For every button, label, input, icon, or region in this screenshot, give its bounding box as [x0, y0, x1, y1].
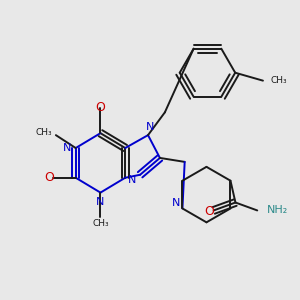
- Text: CH₃: CH₃: [35, 128, 52, 137]
- Text: N: N: [146, 122, 154, 132]
- Text: O: O: [95, 101, 105, 114]
- Text: NH₂: NH₂: [267, 206, 288, 215]
- Text: N: N: [63, 143, 71, 153]
- Text: N: N: [172, 197, 181, 208]
- Text: CH₃: CH₃: [271, 76, 287, 85]
- Text: O: O: [204, 205, 214, 218]
- Text: O: O: [44, 171, 54, 184]
- Text: N: N: [128, 175, 136, 185]
- Text: N: N: [96, 196, 105, 206]
- Text: CH₃: CH₃: [92, 219, 109, 228]
